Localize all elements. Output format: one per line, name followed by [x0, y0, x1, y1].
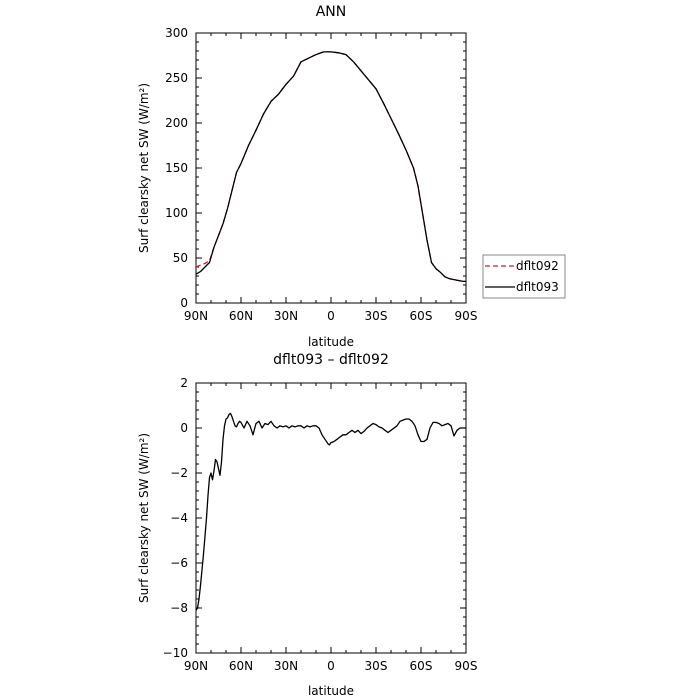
series-line-dflt092 [195, 51, 466, 283]
y-tick-label: −6 [170, 556, 188, 570]
x-tick-label: 0 [327, 309, 335, 323]
x-tick-label: 30S [365, 659, 388, 673]
y-tick-label: 200 [165, 116, 188, 130]
y-tick-label: 2 [180, 376, 188, 390]
x-tick-label: 90N [184, 309, 208, 323]
bottom-tick-marks [195, 382, 467, 654]
series-line [195, 412, 466, 611]
x-tick-label: 60N [229, 659, 253, 673]
legend: dflt092 dflt093 [482, 254, 566, 299]
top-plot-frame [195, 32, 467, 304]
top-chart-title: ANN [316, 4, 347, 20]
bottom-chart-panel: dflt093 – dflt092 90N 60N 30N 0 30S 60S 90S −1… [137, 352, 477, 698]
y-tick-label: 150 [165, 161, 188, 175]
x-tick-label: 30N [274, 659, 298, 673]
y-tick-label: 300 [165, 26, 188, 40]
bottom-x-axis-label: latitude [308, 684, 354, 698]
top-y-axis-label: Surf clearsky net SW (W/m²) [137, 83, 151, 253]
top-chart-panel: ANN 90N 60N 30N 0 30S 60S 90S 0 50 100 150 200 250 3… [137, 4, 566, 349]
y-tick-label: 0 [180, 421, 188, 435]
x-tick-label: 60N [229, 309, 253, 323]
top-series-lines [195, 51, 466, 283]
top-x-tick-labels: 90N 60N 30N 0 30S 60S 90S [184, 309, 478, 323]
bottom-y-axis-label: Surf clearsky net SW (W/m²) [137, 433, 151, 603]
top-tick-marks [195, 32, 467, 304]
y-tick-label: 0 [180, 296, 188, 310]
bottom-y-tick-labels: −10 −8 −6 −4 −2 0 2 [163, 376, 188, 660]
y-tick-label: 50 [173, 251, 188, 265]
y-tick-label: −2 [170, 466, 188, 480]
bottom-series-lines [195, 412, 466, 611]
y-tick-label: −8 [170, 601, 188, 615]
bottom-chart-title: dflt093 – dflt092 [273, 352, 389, 368]
series-line-dflt093 [195, 51, 466, 283]
x-tick-label: 30S [365, 309, 388, 323]
y-tick-label: −4 [170, 511, 188, 525]
x-tick-label: 90S [455, 309, 478, 323]
bottom-plot-frame [195, 382, 467, 654]
y-tick-label: 100 [165, 206, 188, 220]
bottom-x-tick-labels: 90N 60N 30N 0 30S 60S 90S [184, 659, 478, 673]
y-tick-label: 250 [165, 71, 188, 85]
legend-label-dflt093: dflt093 [516, 280, 559, 294]
legend-label-dflt092: dflt092 [516, 259, 559, 273]
x-tick-label: 60S [410, 309, 433, 323]
x-tick-label: 90S [455, 659, 478, 673]
x-tick-label: 0 [327, 659, 335, 673]
x-tick-label: 90N [184, 659, 208, 673]
x-tick-label: 30N [274, 309, 298, 323]
y-tick-label: −10 [163, 646, 188, 660]
top-x-axis-label: latitude [308, 335, 354, 349]
legend-box [482, 254, 566, 299]
top-y-tick-labels: 0 50 100 150 200 250 300 [165, 26, 188, 310]
x-tick-label: 60S [410, 659, 433, 673]
